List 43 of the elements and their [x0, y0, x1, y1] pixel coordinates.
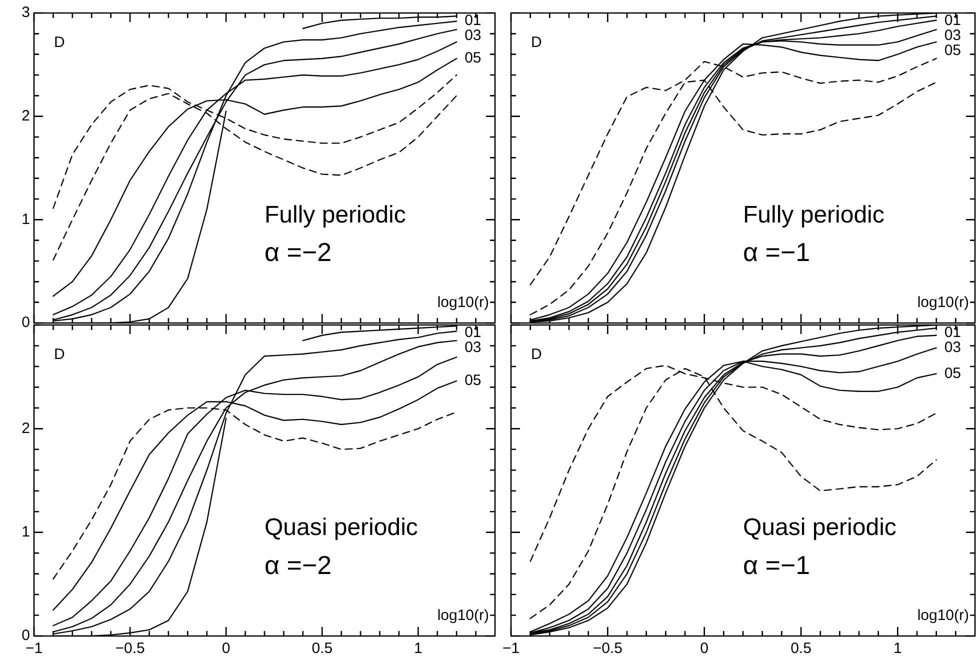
y-axis-title: D	[54, 346, 65, 363]
y-tick-label: 2	[22, 420, 30, 437]
text: α =−2	[264, 237, 332, 267]
text: Quasi periodic	[264, 514, 418, 541]
legend-label: 01	[464, 324, 482, 342]
legend-label: 05	[464, 372, 482, 390]
y-tick-label: 3	[22, 4, 30, 22]
y-tick-label: 1	[22, 210, 30, 228]
text: Fully periodic	[743, 201, 884, 228]
x-tick-label: 1	[893, 640, 902, 658]
text: α =−1	[743, 550, 810, 580]
legend-label: 05	[464, 50, 482, 67]
x-axis-title: log10(r)	[437, 607, 490, 624]
legend-label: 03	[944, 27, 962, 44]
x-tick-label: 0	[700, 640, 709, 658]
legend-label: 01	[464, 12, 482, 30]
x-tick-label: −0.5	[592, 640, 622, 658]
x-axis-title: log10(r)	[917, 607, 970, 624]
y-axis-title: D	[54, 34, 65, 51]
x-axis-title: log10(r)	[917, 294, 970, 311]
x-tick-label: 1	[414, 640, 422, 658]
legend-label: 03	[464, 339, 482, 356]
y-tick-label: 2	[22, 107, 30, 124]
y-tick-label: 1	[22, 523, 30, 540]
legend-label: 05	[944, 364, 962, 382]
x-tick-label: −1	[502, 640, 520, 658]
text: Quasi periodic	[743, 514, 896, 541]
y-tick-label: 0	[22, 314, 30, 332]
y-axis-title: D	[531, 346, 542, 363]
text: α =−1	[743, 237, 810, 267]
x-tick-label: 0	[222, 640, 230, 658]
legend-label: 01	[944, 12, 962, 30]
text: Fully periodic	[264, 201, 406, 228]
x-tick-label: 0.5	[790, 640, 812, 658]
x-axis-title: log10(r)	[437, 294, 490, 311]
legend-label: 05	[944, 42, 962, 60]
x-tick-label: 0.5	[312, 640, 333, 658]
x-tick-label: −0.5	[115, 640, 145, 658]
legend-label: 03	[464, 27, 482, 44]
text: α =−2	[264, 550, 332, 580]
y-axis-title: D	[531, 34, 542, 51]
legend-label: 01	[944, 324, 962, 342]
legend-label: 03	[944, 339, 962, 356]
